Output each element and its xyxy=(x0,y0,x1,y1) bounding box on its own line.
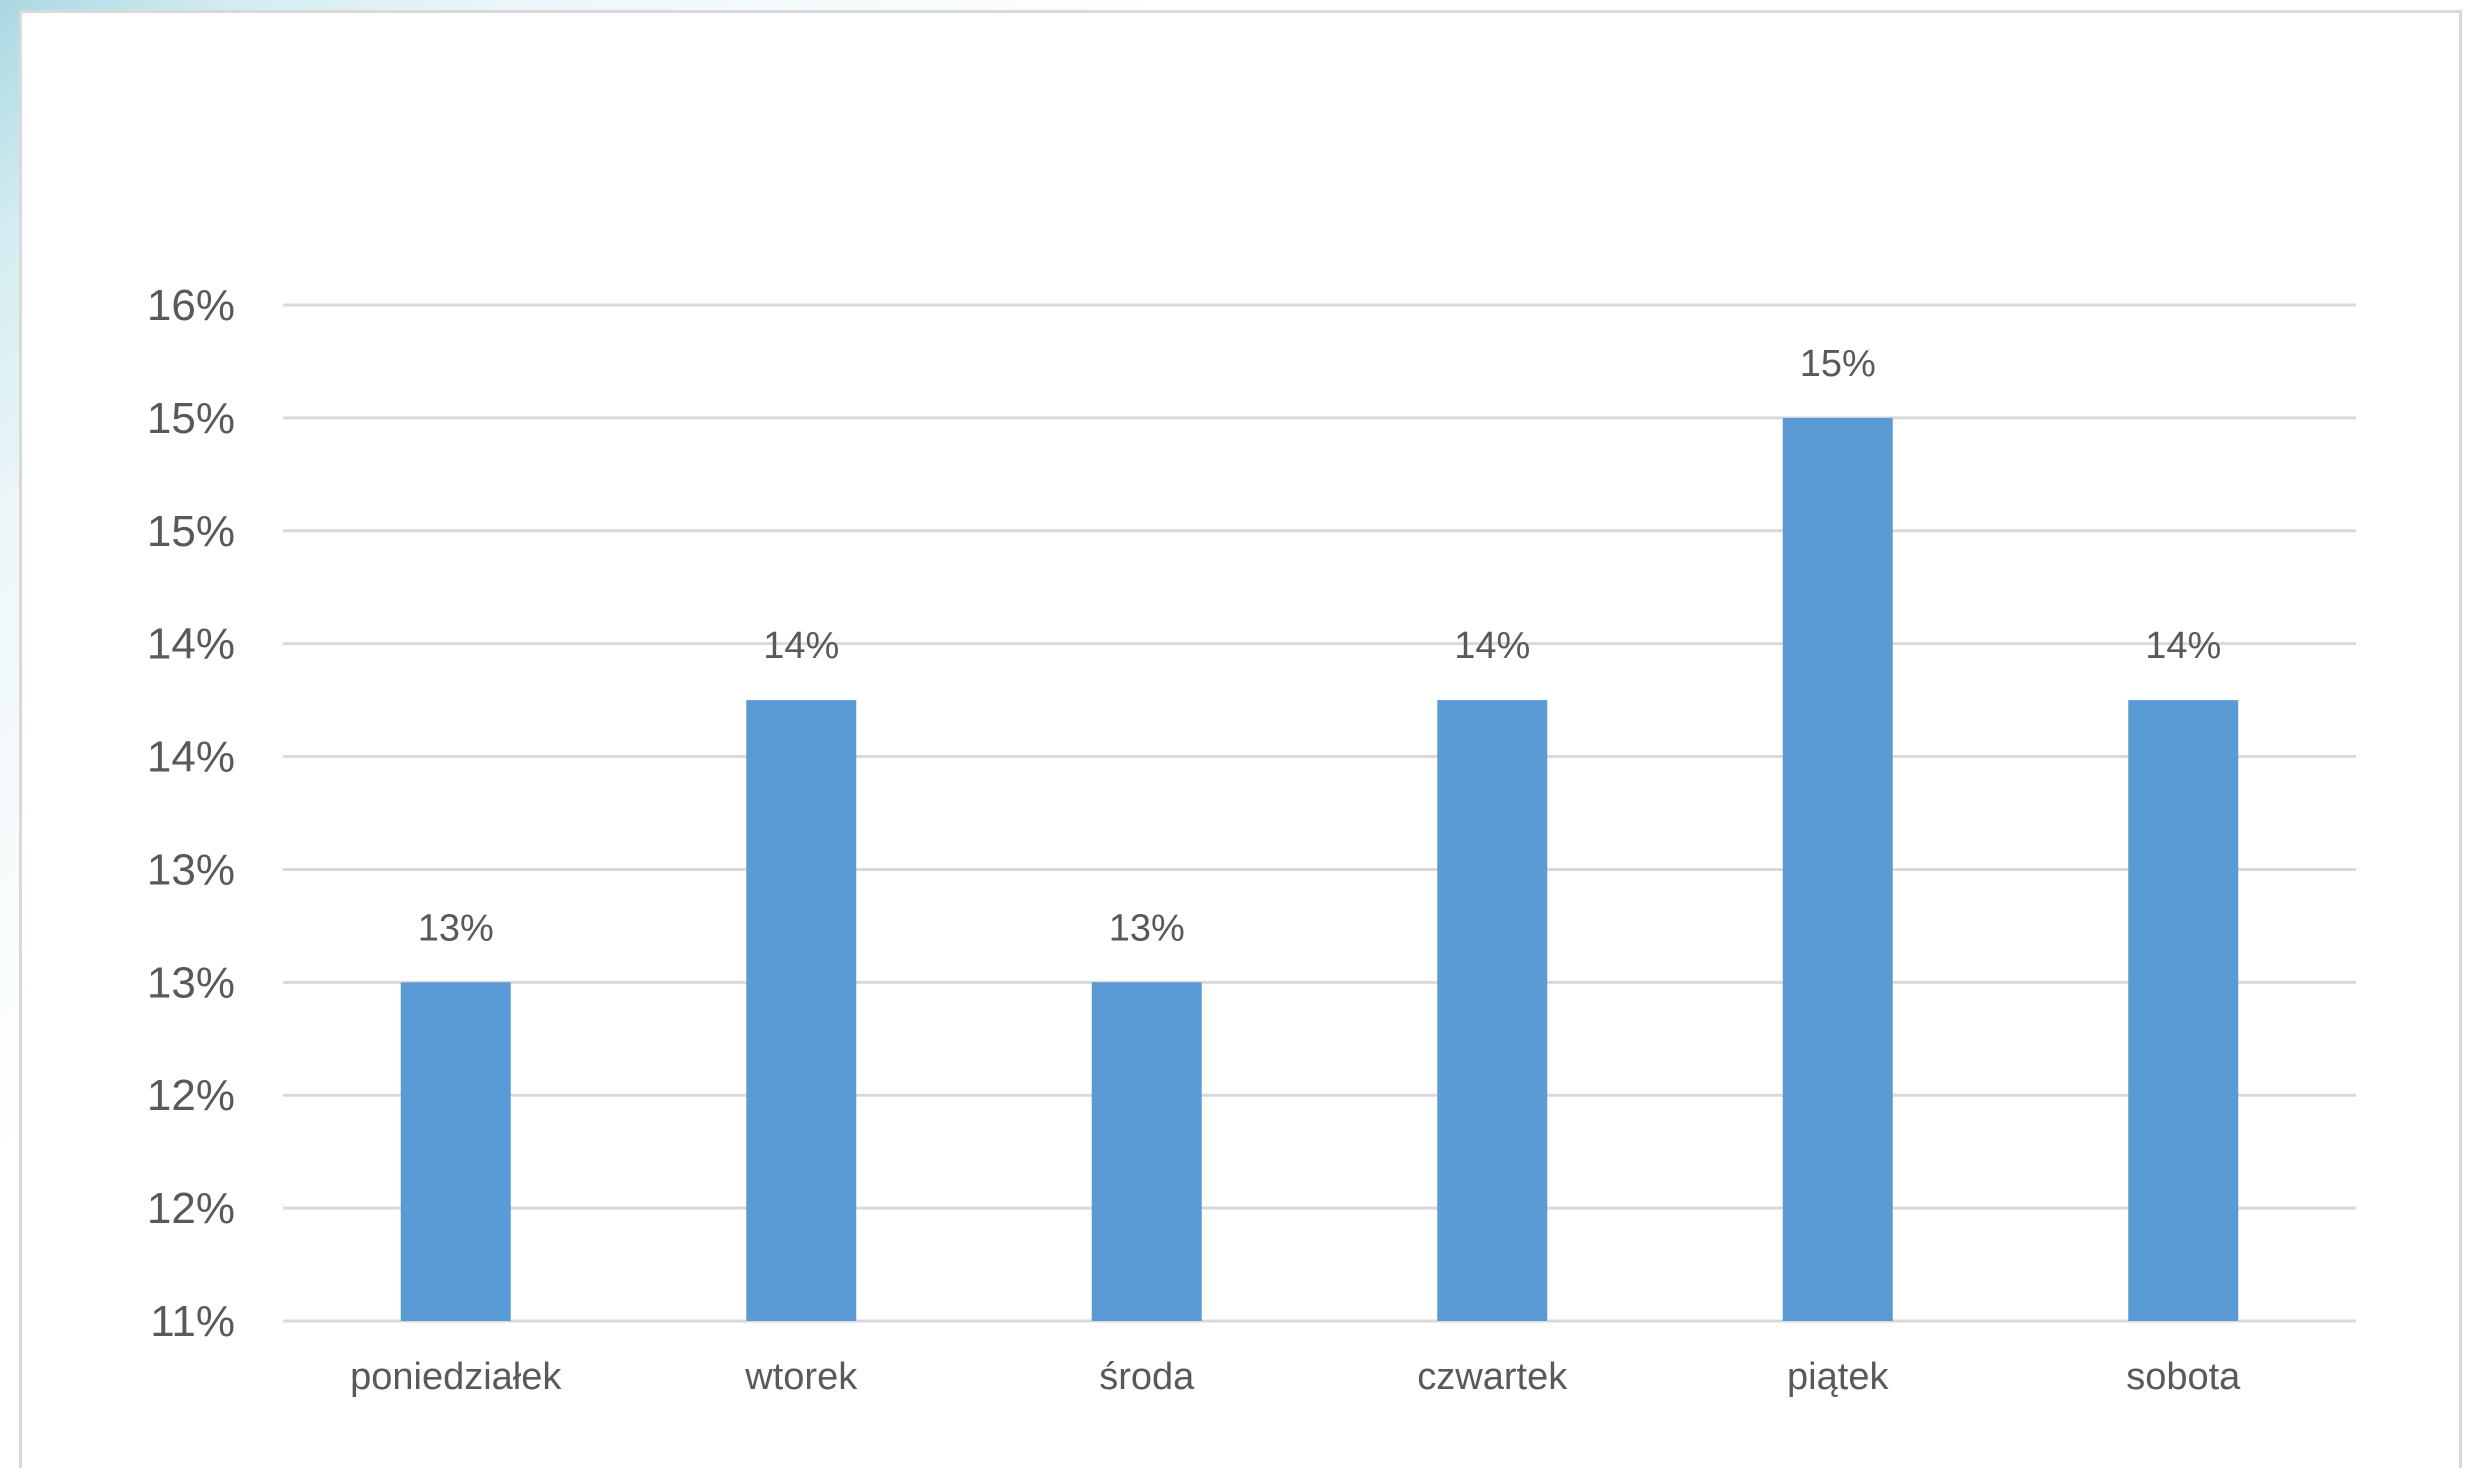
y-tick-label: 16% xyxy=(147,281,235,330)
bar xyxy=(746,700,857,1321)
category-label: sobota xyxy=(2126,1356,2241,1398)
chart-card: 11% 12% 12% 13% 13% 14% 14% 15% 15% 16% 13% poniedz… xyxy=(19,10,2462,1468)
data-label: 14% xyxy=(2145,625,2221,667)
y-tick-label: 14% xyxy=(147,733,235,782)
y-tick-label: 12% xyxy=(147,1184,235,1233)
category-label: piątek xyxy=(1787,1356,1889,1398)
y-tick-label: 15% xyxy=(147,507,235,556)
bar xyxy=(1782,417,1893,1321)
y-tick-label: 14% xyxy=(147,620,235,669)
bar xyxy=(400,982,511,1321)
bar xyxy=(2128,700,2239,1321)
bar xyxy=(1437,700,1548,1321)
data-label: 15% xyxy=(1800,343,1876,385)
data-label: 13% xyxy=(1109,907,1185,949)
y-tick-label: 12% xyxy=(147,1071,235,1120)
category-label: czwartek xyxy=(1417,1356,1568,1398)
bar xyxy=(1091,982,1202,1321)
data-label: 14% xyxy=(763,625,839,667)
bar-chart: 11% 12% 12% 13% 13% 14% 14% 15% 15% 16% 13% poniedz… xyxy=(147,281,2356,1398)
data-label: 14% xyxy=(1454,625,1530,667)
y-tick-label: 13% xyxy=(147,958,235,1007)
y-tick-label: 15% xyxy=(147,394,235,443)
category-label: środa xyxy=(1099,1356,1195,1398)
category-label: wtorek xyxy=(744,1356,858,1398)
y-tick-label: 11% xyxy=(150,1297,235,1346)
data-label: 13% xyxy=(418,907,494,949)
y-tick-label: 13% xyxy=(147,845,235,894)
category-label: poniedziałek xyxy=(350,1356,562,1398)
